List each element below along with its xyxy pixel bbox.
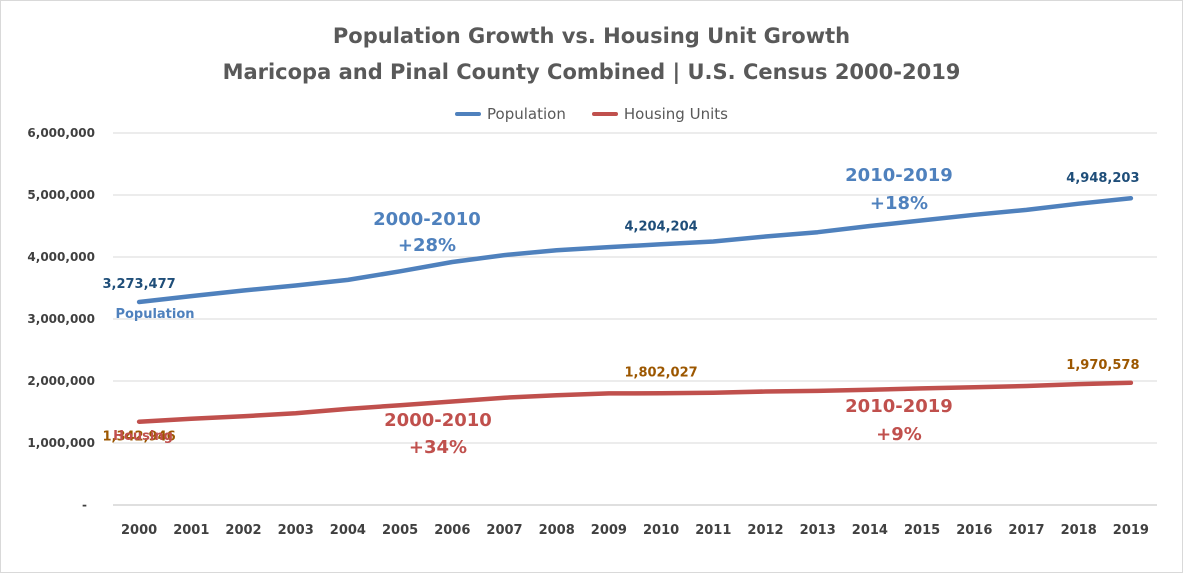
data-label: 1,970,578 [1066, 358, 1139, 373]
data-label: 4,948,203 [1066, 171, 1139, 186]
y-tick-label: 2,000,000 [27, 374, 95, 388]
x-tick-label: 2012 [747, 523, 783, 538]
data-label: 4,204,204 [624, 219, 697, 234]
housing-units-line [136, 380, 1134, 424]
data-label: 3,273,477 [102, 277, 175, 292]
x-tick-label: 2005 [382, 523, 418, 538]
y-tick-label: - [82, 498, 87, 512]
x-tick-label: 2000 [121, 523, 157, 538]
y-tick-label: 5,000,000 [27, 188, 95, 202]
x-tick-label: 2003 [278, 523, 314, 538]
growth-percent-annotation: +9% [876, 424, 922, 445]
y-tick-label: 1,000,000 [27, 436, 95, 450]
growth-percent-annotation: +28% [398, 235, 456, 256]
growth-percent-annotation: +34% [409, 437, 467, 458]
population-line [136, 195, 1134, 305]
chart-title: Population Growth vs. Housing Unit Growt… [332, 24, 851, 48]
x-tick-label: 2015 [904, 523, 940, 538]
growth-period-annotation: 2010-2019 [845, 165, 953, 186]
x-tick-label: 2002 [225, 523, 261, 538]
y-tick-label: 3,000,000 [27, 312, 95, 326]
legend-label-housing: Housing Units [623, 105, 728, 123]
y-tick-label: 6,000,000 [27, 126, 95, 140]
legend-swatch-population [455, 112, 482, 116]
series-name-annotation: Population [115, 307, 194, 322]
growth-period-annotation: 2000-2010 [384, 410, 492, 431]
growth-percent-annotation: +18% [870, 193, 928, 214]
legend-item-housing: Housing Units [591, 105, 728, 123]
x-tick-label: 2013 [800, 523, 836, 538]
chart-subtitle: Maricopa and Pinal County Combined | U.S… [222, 60, 961, 84]
growth-period-annotation: 2000-2010 [373, 209, 481, 230]
x-tick-label: 2010 [643, 523, 679, 538]
x-tick-label: 2017 [1008, 523, 1044, 538]
x-tick-label: 2001 [173, 523, 209, 538]
x-tick-label: 2014 [852, 523, 888, 538]
x-tick-label: 2008 [539, 523, 575, 538]
legend-label-population: Population [487, 105, 566, 123]
x-tick-label: 2007 [486, 523, 522, 538]
x-tick-label: 2019 [1113, 523, 1149, 538]
x-tick-label: 2011 [695, 523, 731, 538]
x-tick-label: 2004 [330, 523, 366, 538]
chart-legend: Population Housing Units [0, 105, 1183, 123]
data-label: 1,802,027 [624, 365, 697, 380]
series-name-annotation: Housing [113, 429, 173, 444]
x-tick-label: 2018 [1061, 523, 1097, 538]
x-tick-label: 2009 [591, 523, 627, 538]
x-tick-label: 2006 [434, 523, 470, 538]
data-label: 1,342,946 [102, 430, 175, 445]
x-tick-label: 2016 [956, 523, 992, 538]
legend-item-population: Population [455, 105, 566, 123]
growth-period-annotation: 2010-2019 [845, 396, 953, 417]
y-tick-label: 4,000,000 [27, 250, 95, 264]
legend-swatch-housing [591, 112, 618, 116]
